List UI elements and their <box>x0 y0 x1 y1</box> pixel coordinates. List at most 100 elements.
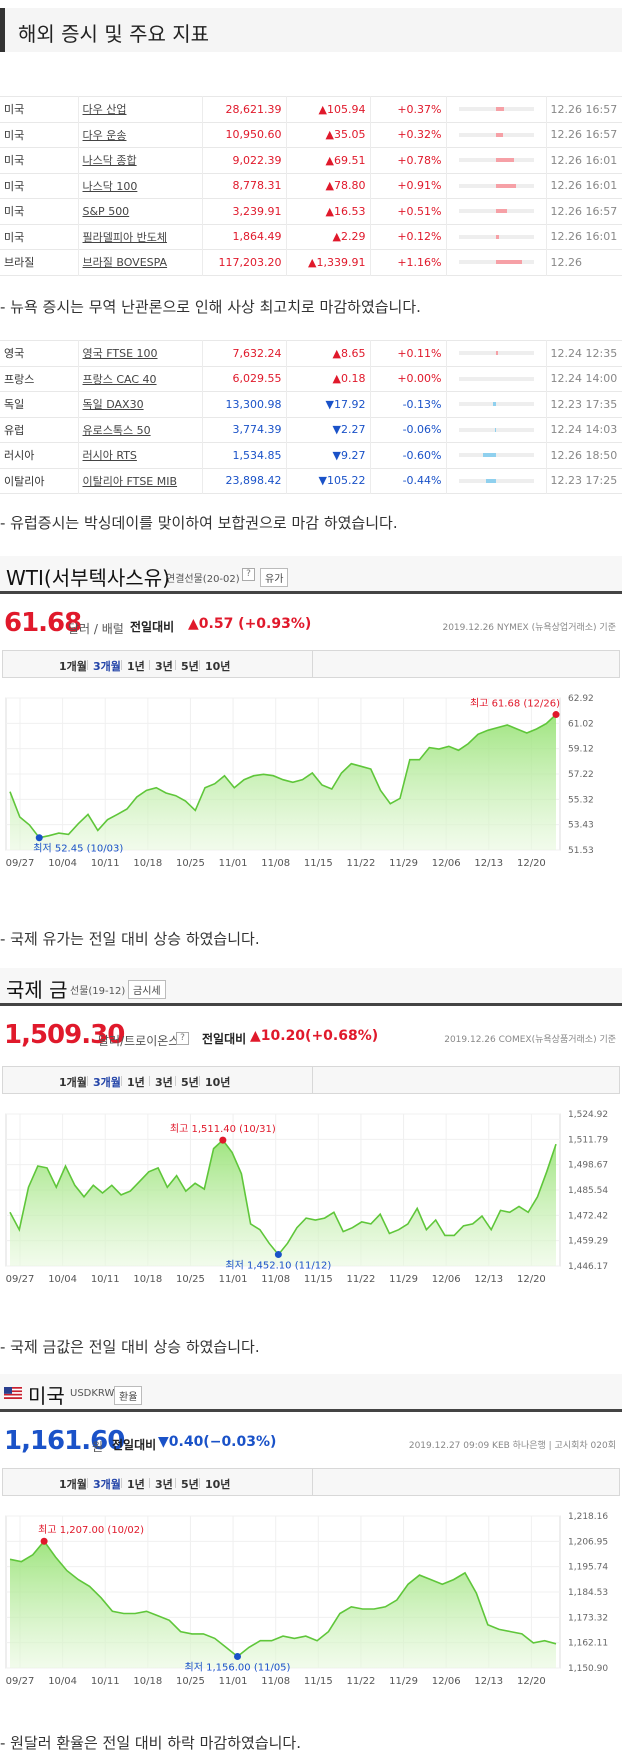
tab-period[interactable]: 3개월 <box>93 660 121 673</box>
timestamp-cell: 12.24 14:00 <box>550 372 618 386</box>
tab-period[interactable]: 10년 <box>205 1478 231 1491</box>
tab-period[interactable]: 5년 <box>181 660 199 673</box>
low-marker <box>35 834 43 842</box>
timestamp-cell: 12.26 <box>550 255 583 269</box>
x-tick-label: 11/29 <box>389 1274 418 1285</box>
tab-period[interactable]: 3개월 <box>93 1076 121 1089</box>
x-tick-label: 10/18 <box>133 1274 162 1285</box>
index-link[interactable]: 유로스톡스 50 <box>82 423 151 437</box>
note-gold: - 국제 금값은 전일 대비 상승 하였습니다. <box>0 1338 260 1356</box>
index-value-cell: 1,534.85 <box>202 442 287 468</box>
oil-unit: 달러 / 배럴 <box>68 622 124 636</box>
x-tick-label: 10/11 <box>91 858 120 869</box>
index-link[interactable]: 나스닥 종합 <box>82 154 137 168</box>
tab-period[interactable]: 1개월 <box>59 1076 87 1089</box>
change-bar-track <box>458 234 534 239</box>
x-tick-label: 12/13 <box>474 1676 503 1687</box>
tab-period[interactable]: 1개월 <box>59 660 87 673</box>
change-bar-cell <box>446 96 547 122</box>
note-us-market: - 뉴욕 증시는 무역 난관론으로 인해 사상 최고치로 마감하였습니다. <box>0 298 421 316</box>
index-name-cell: 필라델피아 반도체 <box>78 224 203 250</box>
change-bar-cell <box>446 391 547 417</box>
tab-separator <box>87 1478 88 1488</box>
index-change-cell: ▲35.05 <box>286 122 371 148</box>
gold-contract: 선물(19-12) <box>70 986 126 997</box>
change-bar-fill <box>496 209 508 214</box>
x-tick-label: 11/08 <box>261 858 290 869</box>
oil-source: 2019.12.26 NYMEX (뉴욕상업거래소) 기준 <box>442 623 616 633</box>
timestamp-cell: 12.26 16:01 <box>550 230 618 244</box>
country-cell: 러시아 <box>0 442 79 468</box>
index-link[interactable]: 독일 DAX30 <box>82 398 144 412</box>
index-name-cell: 다우 운송 <box>78 122 203 148</box>
tab-separator <box>149 1076 150 1086</box>
y-tick-label: 51.53 <box>568 846 594 856</box>
tab-period[interactable]: 10년 <box>205 660 231 673</box>
usd-source: 2019.12.27 09:09 KEB 하나은행 | 고시회차 020회 <box>408 1441 616 1451</box>
tab-period[interactable]: 3년 <box>155 1076 173 1089</box>
help-icon[interactable]: ? <box>176 1032 189 1045</box>
index-name-cell: 나스닥 종합 <box>78 147 203 173</box>
low-label: 최저 1,452.10 (11/12) <box>225 1260 331 1272</box>
tab-period[interactable]: 5년 <box>181 1076 199 1089</box>
fx-button[interactable]: 환율 <box>114 1386 143 1405</box>
tab-period[interactable]: 1개월 <box>59 1478 87 1491</box>
index-link[interactable]: 프랑스 CAC 40 <box>82 372 157 386</box>
index-pct-cell: +0.51% <box>370 198 447 224</box>
change-bar-fill <box>496 132 504 137</box>
change-bar-fill <box>494 427 496 432</box>
gold-price-button[interactable]: 금시세 <box>128 980 166 999</box>
x-tick-label: 10/04 <box>48 1274 77 1285</box>
table-row: 유럽 유로스톡스 50 3,774.39 ▼2.27 -0.06% 12.24 14:03 <box>0 417 622 443</box>
x-tick-label: 11/29 <box>389 1676 418 1687</box>
change-bar-cell <box>446 340 547 366</box>
y-tick-label: 1,173.32 <box>568 1613 608 1623</box>
index-link[interactable]: 러시아 RTS <box>82 449 137 463</box>
oil-price-row: 61.68 달러 / 배럴 전일대비 ▲0.57 (+0.93%) 2019.1… <box>0 602 622 648</box>
index-change-cell: ▲0.18 <box>286 366 371 392</box>
table-row: 미국 나스닥 100 8,778.31 ▲78.80 +0.91% 12.26 16:01 <box>0 173 622 199</box>
index-link[interactable]: 이탈리아 FTSE MIB <box>82 474 178 488</box>
index-change-cell: ▲1,339.91 <box>286 249 371 275</box>
series-area <box>10 714 556 850</box>
x-tick-label: 10/04 <box>48 858 77 869</box>
tab-period[interactable]: 3개월 <box>93 1478 121 1491</box>
index-link[interactable]: 브라질 BOVESPA <box>82 256 168 270</box>
tab-period[interactable]: 5년 <box>181 1478 199 1491</box>
x-tick-label: 09/27 <box>6 1274 35 1285</box>
x-tick-label: 11/01 <box>219 1274 248 1285</box>
index-link[interactable]: 나스닥 100 <box>82 179 138 193</box>
table-row: 이탈리아 이탈리아 FTSE MIB 23,898.42 ▼105.22 -0.44% 1… <box>0 468 622 494</box>
tab-period[interactable]: 1년 <box>127 1478 145 1491</box>
tab-period[interactable]: 3년 <box>155 1478 173 1491</box>
change-bar-fill <box>486 478 496 483</box>
tab-period[interactable]: 1년 <box>127 1076 145 1089</box>
tab-period[interactable]: 3년 <box>155 660 173 673</box>
series-area <box>10 1140 556 1266</box>
change-bar-fill <box>496 107 505 112</box>
usd-section-header: 미국 USDKRW 환율 <box>0 1374 622 1412</box>
x-tick-label: 10/25 <box>176 858 205 869</box>
series-area <box>10 1541 556 1668</box>
tab-separator <box>149 1478 150 1488</box>
index-link[interactable]: 다우 산업 <box>82 103 127 117</box>
index-value-cell: 7,632.24 <box>202 340 287 366</box>
index-link[interactable]: 다우 운송 <box>82 128 127 142</box>
oil-price-button[interactable]: 유가 <box>260 568 289 587</box>
x-tick-label: 10/18 <box>133 1676 162 1687</box>
x-tick-label: 09/27 <box>6 858 35 869</box>
tab-period[interactable]: 10년 <box>205 1076 231 1089</box>
index-link[interactable]: 필라델피아 반도체 <box>82 230 167 244</box>
index-link[interactable]: S&P 500 <box>82 204 130 218</box>
country-cell: 미국 <box>0 96 79 122</box>
tab-separator <box>149 660 150 670</box>
low-label: 최저 1,156.00 (11/05) <box>185 1661 291 1673</box>
index-pct-cell: +1.16% <box>370 249 447 275</box>
tab-period[interactable]: 1년 <box>127 660 145 673</box>
x-tick-label: 11/15 <box>304 1676 333 1687</box>
y-tick-label: 53.43 <box>568 821 594 831</box>
y-tick-label: 1,459.29 <box>568 1237 608 1247</box>
help-icon[interactable]: ? <box>242 568 255 581</box>
index-link[interactable]: 영국 FTSE 100 <box>82 347 158 361</box>
country-cell: 미국 <box>0 122 79 148</box>
